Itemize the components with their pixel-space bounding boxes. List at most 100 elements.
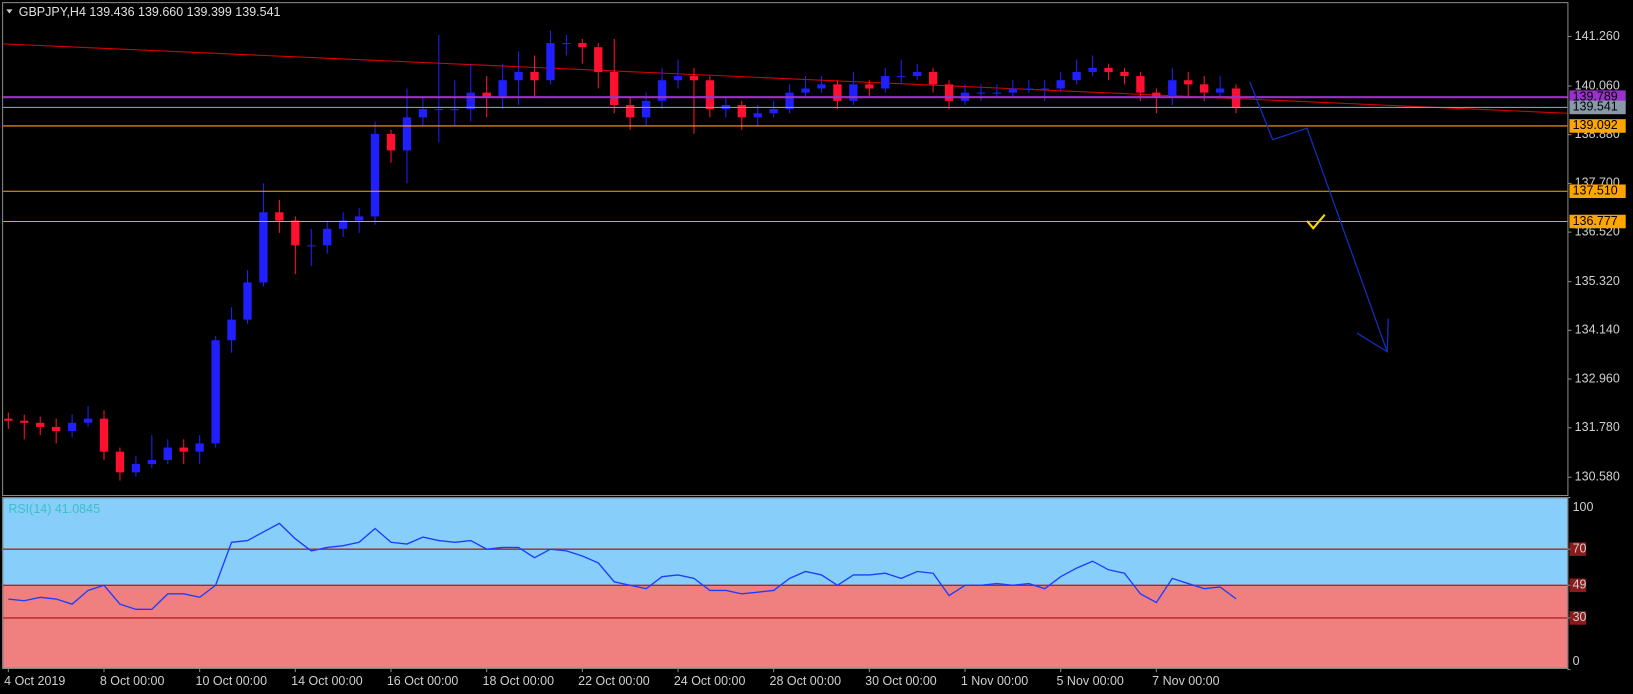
y-tick-label: 130.580 <box>1575 470 1620 484</box>
candle-body <box>578 43 587 48</box>
candle-body <box>1056 80 1065 89</box>
candle-body <box>610 71 619 105</box>
y-tick-label: 134.140 <box>1575 323 1620 337</box>
candle-body <box>450 109 459 111</box>
price-level-box <box>1569 214 1626 229</box>
price-level-label: 139.092 <box>1573 118 1618 132</box>
candle-body <box>275 212 284 221</box>
candle-body <box>115 451 125 473</box>
rsi-line <box>8 522 1237 611</box>
candle-body <box>1008 88 1018 93</box>
candle-body <box>817 84 826 89</box>
candle-body <box>546 43 555 81</box>
candle-body <box>913 71 922 77</box>
candle-body <box>976 92 986 94</box>
candle-body <box>562 43 571 45</box>
candle-body <box>354 216 364 221</box>
candle-body <box>147 459 156 465</box>
y-tick-label: 135.320 <box>1575 274 1620 288</box>
candle-body <box>641 100 651 118</box>
candle-body <box>626 104 635 118</box>
candle-body <box>1215 88 1225 93</box>
candle-body <box>291 220 300 246</box>
rsi-pane-frame <box>2 497 1569 669</box>
candle-body <box>1200 84 1209 93</box>
y-tick-label: 131.780 <box>1575 420 1620 434</box>
candle-body <box>179 447 188 452</box>
rsi-tick-label: 0 <box>1573 654 1580 668</box>
candle-body <box>801 88 810 93</box>
forecast-arrowhead <box>1356 318 1389 353</box>
candle-body <box>928 71 938 85</box>
candle-body <box>1168 80 1177 97</box>
candle-body <box>418 109 428 118</box>
candle-body <box>339 220 348 229</box>
candle-body <box>881 76 890 89</box>
candle-body <box>83 418 93 423</box>
candle-body <box>36 422 45 427</box>
rsi-upper-band <box>3 498 1568 586</box>
candle-body <box>1152 92 1161 97</box>
rsi-tick-label: 70 <box>1573 541 1587 555</box>
candle-body <box>530 71 539 81</box>
candle-body <box>514 71 523 81</box>
price-level-box <box>1569 184 1626 199</box>
candle-body <box>785 92 794 110</box>
rsi-lower-band <box>3 585 1568 668</box>
x-tick-label: 14 Oct 00:00 <box>291 674 363 688</box>
candle-body <box>370 133 380 217</box>
candle-body <box>386 133 396 151</box>
candle-body <box>402 117 412 151</box>
rsi-tick-label: 100 <box>1573 500 1594 514</box>
candle-body <box>833 84 842 101</box>
price-level-box <box>1569 100 1626 115</box>
candle-body <box>594 47 603 72</box>
plot: 130.580131.780132.960134.140135.320136.5… <box>3 29 1626 688</box>
candle-body <box>51 426 61 432</box>
candle-body <box>20 420 29 423</box>
x-tick-label: 30 Oct 00:00 <box>865 674 937 688</box>
check-icon <box>1306 213 1326 230</box>
candle-body <box>4 418 13 421</box>
candle-body <box>673 76 683 81</box>
x-tick-label: 7 Nov 00:00 <box>1152 674 1219 688</box>
candle-body <box>1024 88 1033 90</box>
candle-body <box>131 464 141 473</box>
forecast-line <box>1249 81 1388 353</box>
x-tick-label: 4 Oct 2019 <box>4 674 65 688</box>
price-level-label: 136.777 <box>1573 214 1618 228</box>
candle-body <box>323 228 332 246</box>
y-tick-label: 132.960 <box>1575 371 1620 385</box>
x-tick-label: 18 Oct 00:00 <box>483 674 555 688</box>
trendline <box>3 43 1568 114</box>
price-level-box <box>1569 119 1626 133</box>
candle-body <box>434 109 444 111</box>
candle-body <box>689 76 699 81</box>
candle-body <box>705 80 715 110</box>
chart-header: GBPJPY,H4 139.436 139.660 139.399 139.54… <box>19 5 281 19</box>
rsi-pane <box>3 498 1568 668</box>
menu-triangle[interactable] <box>6 9 13 14</box>
x-tick-label: 10 Oct 00:00 <box>196 674 268 688</box>
candle-body <box>1104 67 1113 72</box>
price-level-label: 137.510 <box>1573 184 1618 198</box>
candle-body <box>99 418 109 452</box>
candle-body <box>737 104 746 118</box>
candle-body <box>849 84 858 101</box>
candle-body <box>1040 88 1049 90</box>
candle-body <box>897 76 906 78</box>
candle-body <box>482 92 491 97</box>
price-level-label: 139.789 <box>1573 89 1618 103</box>
rsi-tick-label: 30 <box>1573 610 1587 624</box>
candle-body <box>227 319 236 341</box>
candle-body <box>67 422 77 432</box>
candle-body <box>1184 80 1193 85</box>
candle-body <box>466 92 475 110</box>
x-tick-label: 16 Oct 00:00 <box>387 674 459 688</box>
candle-body <box>1072 71 1081 81</box>
candle-body <box>163 447 172 460</box>
x-tick-label: 24 Oct 00:00 <box>674 674 746 688</box>
rsi-tick-box <box>1569 578 1587 593</box>
